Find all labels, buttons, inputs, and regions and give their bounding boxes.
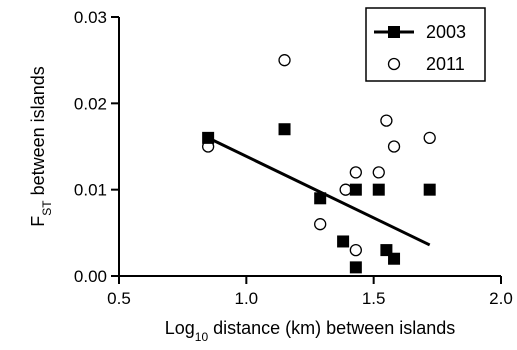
legend-label-2003: 2003 (426, 22, 466, 42)
point-2003 (314, 192, 327, 205)
y-tick-label: 0.02 (74, 94, 107, 113)
axes: 0.00 0.01 0.02 0.03 0.5 1.0 1.5 2.0 (74, 8, 513, 308)
y-tick-label: 0.03 (74, 8, 107, 27)
y-tick-label: 0.00 (74, 267, 107, 286)
legend-marker-2011 (387, 57, 401, 71)
y-axis-title-subscript: ST (40, 200, 54, 216)
y-tick-label: 0.01 (74, 181, 107, 200)
legend-box (365, 7, 486, 82)
x-tick-label: 1.0 (235, 289, 259, 308)
x-axis-title-subscript: 10 (195, 330, 209, 344)
point-2003 (388, 252, 401, 265)
point-2003 (202, 131, 215, 144)
x-tick-label: 1.5 (362, 289, 386, 308)
x-tick-label: 0.5 (107, 289, 131, 308)
x-axis-title-prefix: Log (165, 318, 195, 338)
point-2011 (339, 183, 352, 196)
point-2011 (201, 140, 215, 153)
point-2011 (314, 218, 327, 231)
point-2003 (278, 123, 291, 136)
legend-label-2011: 2011 (426, 54, 465, 74)
point-2011 (387, 140, 401, 153)
point-2003 (337, 235, 350, 248)
y-axis-title: FST between islands (28, 66, 54, 226)
y-axis-title-prefix: F (28, 216, 48, 227)
legend-marker-2003 (388, 26, 400, 38)
legend: 2003 2011 (365, 7, 486, 82)
point-2003 (423, 183, 436, 196)
point-2011 (372, 166, 385, 179)
point-2003 (349, 183, 362, 196)
point-2011 (278, 54, 291, 67)
y-axis-title-suffix: between islands (28, 66, 48, 200)
x-ticks: 0.5 1.0 1.5 2.0 (107, 276, 513, 308)
point-2003 (349, 261, 362, 274)
point-2011 (349, 166, 362, 179)
x-axis-title-suffix: distance (km) between islands (208, 318, 455, 338)
regression-line-2003 (207, 136, 431, 247)
point-2003 (372, 183, 385, 196)
x-axis-title: Log10 distance (km) between islands (165, 318, 456, 344)
plot-marks (201, 54, 436, 274)
point-2011 (423, 131, 436, 145)
point-2011 (380, 114, 393, 127)
point-2011 (349, 243, 362, 257)
x-tick-label: 2.0 (489, 289, 513, 308)
y-ticks: 0.00 0.01 0.02 0.03 (74, 8, 119, 286)
